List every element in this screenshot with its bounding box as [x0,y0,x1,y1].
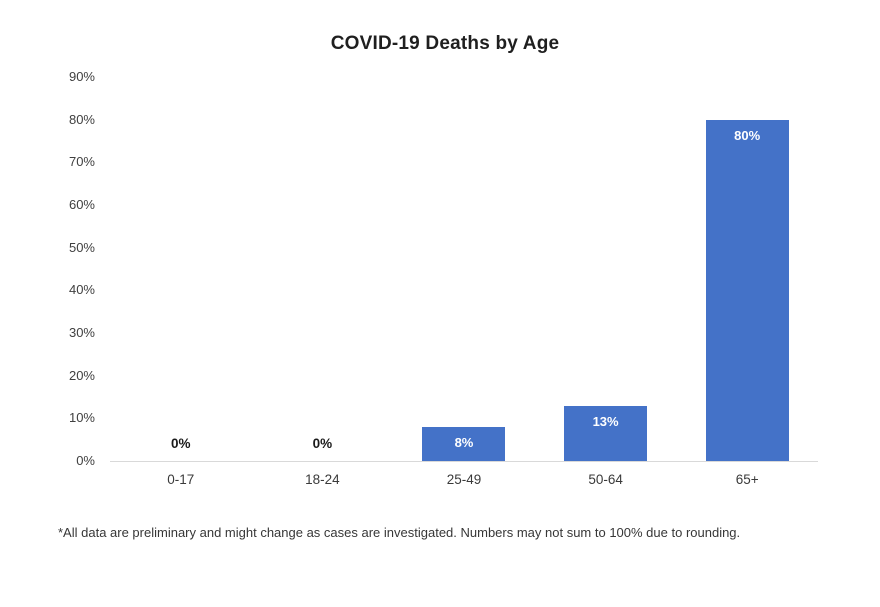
bar: 8% [422,426,506,461]
bar: 80% [705,119,789,461]
chart-title: COVID-19 Deaths by Age [330,33,560,54]
y-axis: 0% 10% 20% 30% 40% 50% 60% 70% 80% 90% [0,0,95,468]
x-axis-line [110,461,818,462]
bar-slot: 0% [110,0,252,461]
bar-slot: 13% [535,0,677,461]
y-axis-tick-label: 10% [68,410,95,426]
bar-value-label: 0% [312,436,333,451]
y-axis-tick-label: 20% [68,367,95,383]
bar-slot: 0% [252,0,394,461]
x-axis-label: 25-49 [446,472,482,487]
bar-slot: 80% [676,0,818,461]
y-axis-tick-label: 50% [68,239,95,255]
x-axis-labels: 0-17 18-24 25-49 50-64 65+ [110,472,818,492]
bar-slot: 8% [393,0,535,461]
x-axis-label: 0-17 [167,472,195,487]
bar-value-label: 8% [454,434,474,450]
y-axis-tick-label: 90% [68,69,95,84]
bar: 13% [564,405,648,461]
y-axis-tick-label: 60% [68,197,95,212]
y-axis-tick-label: 30% [68,325,95,340]
x-axis-label: 18-24 [305,472,340,487]
bar-value-label: 13% [592,413,619,429]
chart-footnote: *All data are preliminary and might chan… [58,525,741,540]
x-axis-label: 50-64 [588,472,623,487]
bar-value-label: 0% [171,436,191,451]
y-axis-tick-label: 0% [76,453,95,468]
plot-area: 0% 0% 8% 13% 80% [110,0,818,461]
y-axis-tick-label: 40% [68,282,95,298]
y-axis-tick-label: 70% [68,154,95,170]
y-axis-tick-label: 80% [68,111,95,127]
bar-value-label: 80% [734,127,761,143]
x-axis-label: 65+ [735,472,759,487]
